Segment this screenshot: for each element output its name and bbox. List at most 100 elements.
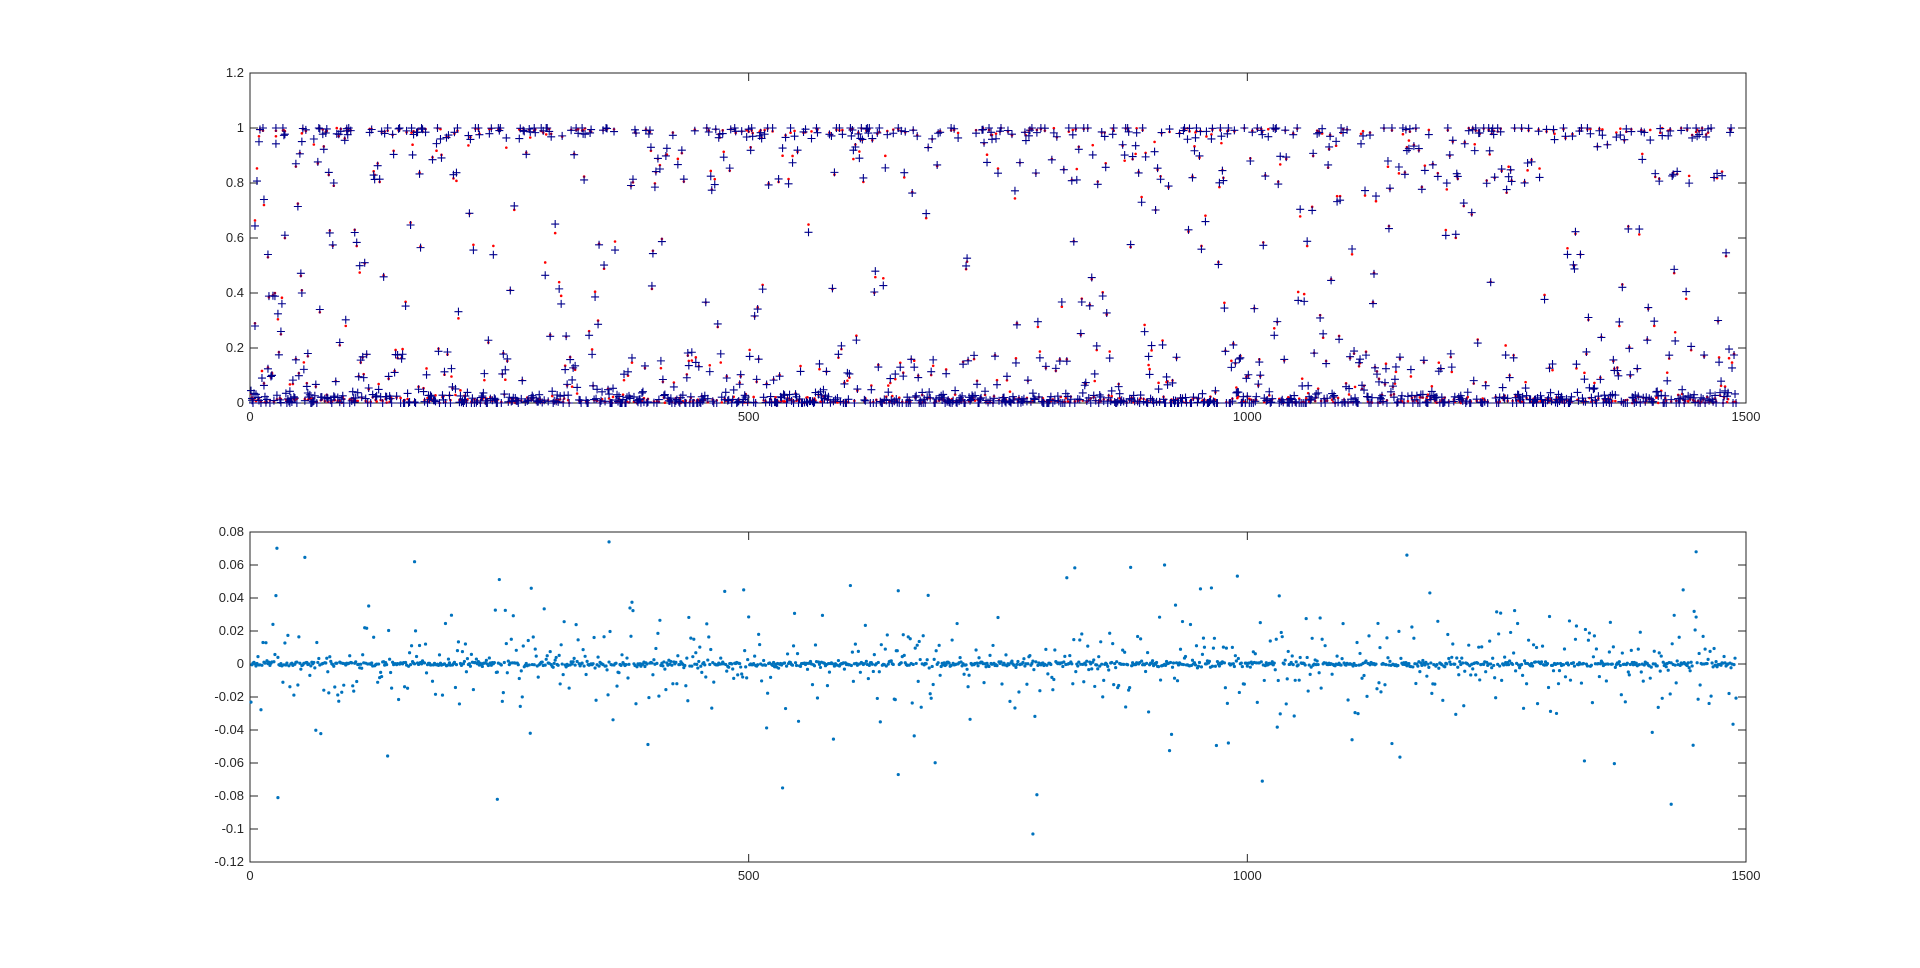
top-plus-point [683,349,692,358]
top-plus-point [1392,399,1401,407]
top-plus-point [934,129,943,138]
top-plus-point [397,354,406,363]
top-plus-point [1368,393,1376,402]
top-plus-point [707,186,716,195]
bottom-point [1071,682,1075,686]
bottom-point [1178,647,1183,651]
top-red-point [344,324,348,328]
top-plus-point [401,302,410,311]
bottom-point [1634,661,1638,665]
bottom-point [1193,663,1198,667]
top-red-point [818,367,821,371]
bottom-point [283,641,287,645]
top-plus-point [1382,399,1391,407]
top-plus-point [496,124,505,132]
top-plus-point [380,129,389,138]
top-red-point [893,377,897,381]
bottom-point [1210,664,1215,668]
bottom-point [1556,682,1561,686]
bottom-point [698,645,702,649]
top-plus-point [1122,399,1131,407]
bottom-point [958,656,962,660]
bottom-xtick-label: 1000 [1233,868,1262,883]
top-plus-point [535,390,544,399]
bottom-point [1514,669,1518,673]
bottom-point [1446,632,1450,637]
bottom-point [1225,701,1229,705]
top-plus-point [837,341,846,350]
top-plus-point [574,129,583,138]
bottom-point [1522,659,1527,663]
top-plus-point [931,399,940,407]
bottom-point [487,656,491,660]
top-plus-point [1624,224,1633,233]
top-plus-point [909,126,918,135]
top-plus-point [801,125,810,134]
top-plus-point [1372,370,1381,379]
top-plus-point [783,394,792,403]
top-plus-point [1028,389,1037,398]
bottom-point [1149,661,1154,665]
top-red-point [404,300,407,304]
top-plus-point [362,350,371,359]
bottom-point [977,656,981,660]
bottom-point [1445,662,1449,666]
bottom-point [531,635,535,639]
top-plus-point [1677,126,1686,135]
top-plus-point [969,392,978,401]
bottom-point [1416,664,1420,668]
top-plus-point [1633,364,1642,373]
bottom-point [559,643,563,647]
bottom-point [480,664,484,669]
top-plus-point [1708,395,1717,404]
top-plus-point [331,377,340,386]
top-plus-point [751,399,760,407]
top-plus-point [1188,173,1197,182]
top-plus-point [1257,126,1266,135]
top-red-point [1426,393,1430,397]
top-red-point [870,384,873,387]
top-plus-point [490,394,499,403]
top-plus-point [1075,395,1084,404]
top-red-point [672,381,676,384]
bottom-point [1144,669,1148,674]
top-plus-point [1504,172,1513,181]
top-red-point [1147,363,1150,367]
bottom-point [1308,672,1312,677]
bottom-point [947,661,951,665]
top-plus-point [1248,128,1257,137]
top-red-point [1297,397,1301,400]
top-plus-point [1442,179,1451,188]
bottom-point [1354,663,1358,668]
top-plus-point [1115,389,1124,398]
bottom-point [694,651,698,655]
bottom-point [457,702,462,706]
bottom-point [1330,672,1334,676]
bottom-point [1292,714,1296,718]
bottom-point [528,731,532,735]
top-plus-point [367,125,376,134]
top-plus-point [595,240,604,249]
bottom-point [1539,660,1544,664]
bottom-point [1421,658,1425,663]
top-plus-point [297,137,306,146]
top-plus-point [526,127,535,136]
bottom-point [581,648,585,652]
top-red-point [356,399,360,403]
top-plus-point [1597,333,1606,342]
bottom-point [348,654,352,658]
top-plus-point [1600,391,1609,400]
top-plus-point [1447,363,1456,372]
bottom-point [352,689,356,693]
top-plus-point [295,149,304,158]
top-red-point [611,395,615,399]
bottom-point [1491,656,1495,660]
bottom-point [1594,647,1598,651]
bottom-point [574,623,578,627]
top-plus-point [1715,358,1724,367]
bottom-point [1255,700,1259,705]
top-plus-point [838,130,847,139]
top-plus-point [1051,364,1060,373]
bottom-point [527,663,531,667]
bottom-point [1626,670,1630,674]
